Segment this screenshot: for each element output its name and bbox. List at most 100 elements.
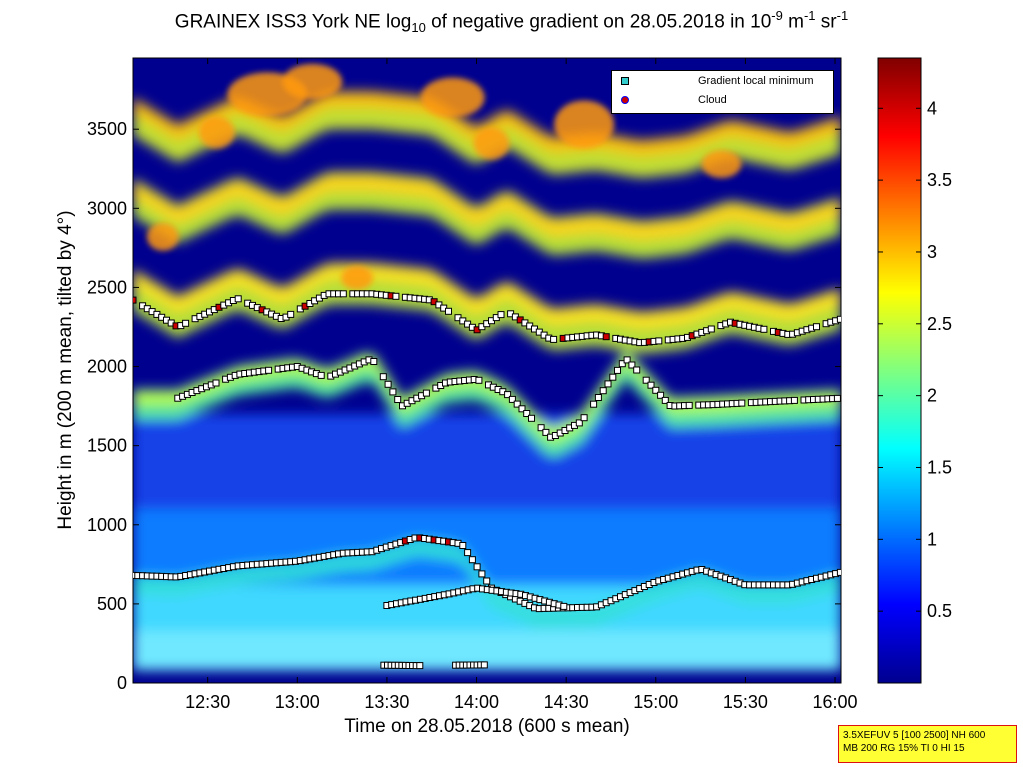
x-tick-label-4: 14:30 [544, 692, 589, 712]
marker-1-70 [464, 549, 472, 557]
marker-4-33 [287, 310, 295, 318]
marker-4-44 [339, 290, 347, 298]
marker-1-71 [468, 556, 476, 564]
marker-3-19 [265, 366, 273, 374]
y-tick-label-3: 1500 [87, 436, 127, 456]
marker-1-72 [473, 563, 481, 571]
plot-frame [132, 57, 842, 684]
marker-2-37 [560, 602, 568, 610]
marker-4-66 [445, 307, 452, 315]
legend-label-cloud: Cloud [698, 94, 727, 106]
marker-3-92 [614, 366, 621, 374]
y-tick-label-2: 1000 [87, 515, 127, 535]
marker-3-91 [609, 373, 617, 381]
marker-1-73 [478, 570, 486, 578]
hotspot-7 [473, 127, 510, 160]
marker-4-148 [836, 315, 841, 323]
marker-3-45 [389, 388, 397, 396]
cbar-tick-label-2: 1.5 [927, 457, 952, 477]
marker-4-55 [392, 292, 400, 300]
marker-4-143 [813, 323, 820, 331]
legend: Gradient local minimum Cloud [611, 70, 834, 114]
x-tick-label-7: 16:00 [813, 692, 858, 712]
marker-3-94 [623, 356, 631, 364]
x-axis-label: Time on 28.05.2018 (600 s mean) [344, 716, 630, 737]
marker-4-110 [655, 337, 663, 345]
square-marker-icon [621, 77, 629, 85]
hotspot-8 [701, 150, 742, 179]
marker-1-74 [483, 577, 491, 585]
cbar-tick-label-0: 0.5 [927, 601, 952, 621]
x-tick-label-2: 13:30 [364, 692, 409, 712]
cbar-tick-label-1: 1 [927, 529, 937, 549]
marker-3-118 [738, 399, 746, 407]
hotspot-5 [341, 265, 374, 290]
marker-1-148 [836, 568, 841, 576]
marker-3-87 [590, 400, 598, 408]
marker-3-96 [633, 366, 641, 374]
info-line-2: MB 200 RG 15% TI 0 HI 15 [843, 743, 965, 754]
cbar-tick-label-6: 3.5 [927, 170, 952, 190]
marker-3-8 [212, 379, 220, 387]
info-box: 3.5XEFUV 5 [100 2500] NH 600 MB 200 RG 1… [838, 725, 1017, 763]
marker-3-99 [647, 381, 655, 389]
marker-3-43 [379, 373, 387, 381]
marker-3-41 [370, 358, 378, 365]
marker-4-132 [760, 325, 768, 333]
marker-3-52 [422, 389, 430, 397]
x-tick-label-5: 15:00 [633, 692, 678, 712]
marker-3-46 [394, 396, 402, 403]
title-unit2: sr [815, 11, 837, 33]
marker-3-90 [604, 380, 612, 388]
y-axis-label: Height in m (200 m mean, tilted by 4°) [55, 210, 76, 530]
marker-3-85 [580, 414, 588, 422]
marker-3-77 [542, 428, 550, 436]
marker-3-138 [833, 394, 841, 402]
marker-4-77 [497, 311, 505, 319]
marker-3-72 [518, 405, 526, 413]
hotspot-2 [420, 77, 485, 118]
marker-3-76 [537, 424, 545, 432]
marker-3-44 [384, 380, 392, 388]
marker-3-88 [594, 394, 602, 401]
hotspot-4 [198, 116, 235, 149]
colorbar-ticks: 0.5 1 1.5 2 2.5 3 3.5 4 [878, 98, 952, 621]
marker-3-63 [475, 376, 483, 384]
hotspot-1 [282, 63, 343, 100]
cbar-tick-label-3: 2 [927, 386, 937, 406]
x-tick-label-3: 14:00 [454, 692, 499, 712]
marker-4-121 [707, 325, 715, 333]
cbar-tick-label-5: 3 [927, 242, 937, 262]
marker-0-10 [416, 662, 424, 670]
cbar-tick-label-7: 4 [927, 98, 937, 118]
marker-3-84 [575, 419, 583, 427]
band-6 [133, 174, 841, 241]
marker-4-22 [234, 295, 242, 303]
marker-3-107 [685, 401, 693, 409]
title-sup2: -1 [803, 8, 816, 23]
marker-3-30 [317, 371, 325, 379]
band-8 [133, 91, 841, 156]
marker-layer [133, 290, 841, 670]
hotspot-6 [146, 222, 179, 251]
marker-3-89 [599, 387, 607, 395]
x-tick-label-6: 15:30 [723, 692, 768, 712]
y-tick-label-7: 3500 [87, 119, 127, 139]
marker-4-99 [602, 333, 610, 341]
title-sup1: -9 [771, 8, 783, 23]
title-unit1: m [782, 11, 804, 33]
axes: 12:30 13:00 13:30 14:00 14:30 15:00 15:30 16:00… [87, 58, 858, 712]
heatmap-hotspots [146, 63, 742, 290]
hotspot-3 [554, 100, 615, 149]
title-sup3: -1 [836, 8, 849, 23]
marker-3-129 [790, 396, 798, 404]
info-line-1: 3.5XEFUV 5 [100 2500] NH 600 [843, 730, 986, 741]
marker-3-102 [661, 396, 669, 404]
x-tick-label-1: 13:00 [275, 692, 320, 712]
marker-3-98 [642, 376, 650, 384]
marker-4-0 [133, 296, 137, 304]
legend-label-gradient-min: Gradient local minimum [698, 75, 814, 87]
title-middle: of negative gradient on 28.05.2018 in 10 [425, 11, 772, 33]
circle-marker-icon [621, 96, 629, 104]
marker-1-69 [459, 542, 467, 549]
